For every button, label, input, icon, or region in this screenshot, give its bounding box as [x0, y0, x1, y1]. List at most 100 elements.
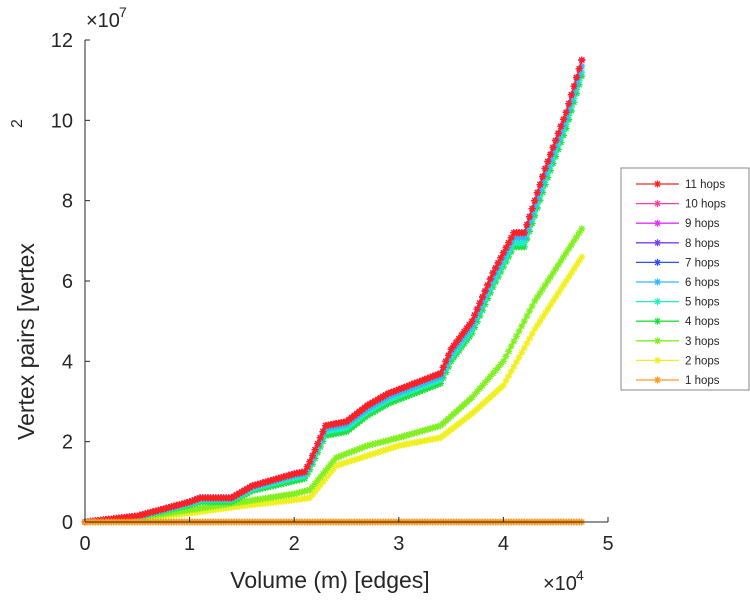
x-tick-label: 0: [79, 533, 90, 555]
data-point-marker: [549, 297, 557, 305]
legend-marker-icon: [654, 258, 661, 266]
data-point-marker: [565, 106, 573, 114]
legend-item: 1 hops: [636, 375, 720, 387]
legend-marker-icon: [654, 180, 661, 188]
data-point-marker: [544, 163, 552, 171]
data-point-marker: [549, 160, 557, 168]
data-point-marker: [567, 91, 575, 99]
data-point-marker: [539, 173, 547, 181]
data-point-marker: [523, 312, 531, 320]
data-point-marker: [562, 120, 570, 128]
legend-marker-icon: [654, 200, 661, 208]
plot-area: [81, 56, 586, 526]
data-point-marker: [497, 254, 505, 262]
data-point-marker: [575, 65, 583, 73]
x-tick-label: 1: [184, 533, 195, 555]
data-point-marker: [306, 494, 314, 502]
data-point-marker: [484, 286, 492, 294]
data-point-marker: [183, 499, 191, 507]
data-point-marker: [463, 324, 471, 332]
data-point-marker: [416, 377, 424, 385]
data-point-marker: [489, 269, 497, 277]
data-point-marker: [298, 488, 306, 496]
data-point-marker: [526, 335, 534, 343]
data-point-marker: [159, 505, 167, 513]
data-point-marker: [324, 463, 332, 471]
data-point-marker: [468, 393, 476, 401]
data-point-marker: [261, 478, 269, 486]
data-point-marker: [484, 375, 492, 383]
data-point-marker: [395, 385, 403, 393]
data-point-marker: [269, 476, 277, 484]
data-point-marker: [526, 227, 534, 235]
data-point-marker: [549, 149, 557, 157]
data-point-marker: [379, 403, 387, 411]
data-point-marker: [403, 392, 411, 400]
data-point-marker: [567, 241, 575, 249]
data-point-marker: [327, 468, 335, 476]
data-point-marker: [502, 258, 510, 266]
data-point-marker: [502, 377, 510, 385]
data-point-marker: [301, 487, 309, 495]
data-point-marker: [392, 443, 400, 451]
data-point-marker: [343, 458, 350, 466]
data-point-marker: [387, 444, 395, 452]
data-point-marker: [363, 452, 371, 460]
data-point-marker: [505, 239, 513, 247]
legend-label: 4 hops: [685, 316, 720, 328]
data-point-marker: [429, 424, 437, 432]
x-tick-label: 4: [498, 533, 509, 555]
y-axis-label: Vertex pairs [vertex: [13, 243, 39, 440]
data-point-marker: [434, 422, 442, 430]
legend-label: 5 hops: [685, 297, 720, 309]
data-point-marker: [408, 380, 416, 388]
data-point-marker: [489, 279, 497, 287]
data-point-marker: [442, 361, 450, 369]
data-point-marker: [340, 451, 348, 459]
data-point-marker: [363, 442, 371, 450]
data-point-marker: [410, 379, 418, 387]
data-point-marker: [275, 474, 283, 482]
data-point-marker: [528, 302, 536, 310]
data-point-marker: [567, 97, 575, 105]
data-point-marker: [557, 128, 565, 136]
data-point-marker: [371, 449, 379, 457]
data-point-marker: [560, 281, 568, 289]
data-point-marker: [361, 453, 369, 461]
data-point-marker: [421, 426, 429, 434]
data-point-marker: [356, 445, 364, 453]
data-point-marker: [356, 454, 364, 462]
data-point-marker: [489, 369, 497, 377]
data-point-marker: [152, 507, 160, 515]
data-point-marker: [332, 462, 340, 470]
data-point-marker: [392, 434, 400, 442]
data-point-marker: [526, 218, 534, 226]
data-point-marker: [233, 491, 241, 499]
data-point-marker: [314, 440, 322, 448]
data-point-marker: [413, 428, 421, 436]
data-point-marker: [570, 98, 578, 106]
data-point-marker: [405, 431, 413, 439]
data-point-marker: [523, 226, 531, 234]
data-point-marker: [392, 386, 400, 394]
data-point-marker: [575, 229, 583, 237]
data-point-marker: [431, 423, 439, 431]
data-point-marker: [541, 309, 549, 317]
data-point-marker: [486, 280, 494, 288]
data-point-marker: [165, 504, 173, 512]
data-point-marker: [348, 457, 356, 465]
data-point-marker: [400, 383, 408, 391]
data-point-marker: [573, 73, 581, 81]
data-point-marker: [437, 379, 445, 387]
data-point-marker: [526, 307, 534, 315]
data-point-marker: [413, 388, 421, 396]
data-point-marker: [536, 186, 544, 194]
data-point-marker: [502, 352, 510, 360]
data-point-marker: [510, 363, 518, 371]
data-point-marker: [193, 495, 201, 503]
data-point-marker: [345, 449, 353, 457]
data-point-marker: [337, 452, 345, 460]
data-point-marker: [531, 197, 539, 205]
data-point-marker: [337, 460, 345, 468]
data-point-marker: [473, 387, 481, 395]
